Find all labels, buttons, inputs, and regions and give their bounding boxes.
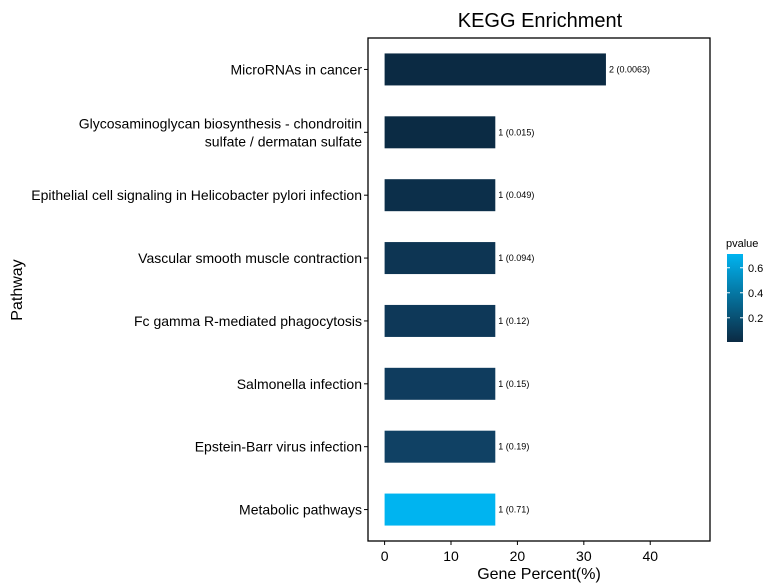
category-label-6: Salmonella infection [237,376,362,392]
bar-labels-layer: 2 (0.0063) 1 (0.015) 1 (0.049) 1 (0.094) 1 (… [498,64,650,514]
bar-6 [385,368,496,400]
bar-label-6: 1 (0.15) [498,379,529,389]
legend-title: pvalue [726,238,758,250]
bar-4 [385,242,496,274]
x-tick-label-40: 40 [642,548,658,564]
legend-colorbar [727,254,743,342]
legend-tick-label-1: 0.4 [748,288,763,300]
x-axis-title: Gene Percent(%) [477,566,601,583]
category-label-7: Epstein-Barr virus infection [195,439,362,455]
legend-tick-label-2: 0.6 [748,263,763,275]
x-tick-label-30: 30 [576,548,592,564]
bar-label-1: 2 (0.0063) [609,64,650,74]
bar-label-5: 1 (0.12) [498,316,529,326]
category-label-5: Fc gamma R-mediated phagocytosis [134,313,362,329]
bar-label-3: 1 (0.049) [498,190,534,200]
x-axis-ticks: 0 10 20 30 40 [381,541,659,564]
chart-title: KEGG Enrichment [458,10,623,32]
x-tick-label-20: 20 [510,548,526,564]
plot-panel [368,38,710,541]
bar-3 [385,179,496,211]
bar-2 [385,116,496,148]
bar-5 [385,305,496,337]
bar-label-2: 1 (0.015) [498,127,534,137]
y-axis-title: Pathway [9,259,26,320]
bars-layer [385,53,606,525]
bar-8 [385,494,496,526]
color-legend: pvalue 0.2 0.4 0.6 [726,238,763,342]
category-label-2-line-2: sulfate / dermatan sulfate [205,133,362,149]
x-tick-label-10: 10 [443,548,459,564]
bar-1 [385,53,606,85]
legend-tick-label-0: 0.2 [748,313,763,325]
category-label-1: MicroRNAs in cancer [231,61,363,77]
category-labels-layer: MicroRNAs in cancer Glycosaminoglycan bio… [31,61,362,517]
category-label-8: Metabolic pathways [239,502,362,518]
bar-7 [385,431,496,463]
x-tick-label-0: 0 [381,548,389,564]
category-label-4: Vascular smooth muscle contraction [138,250,362,266]
bar-label-7: 1 (0.19) [498,442,529,452]
bar-label-8: 1 (0.71) [498,505,529,515]
category-label-3: Epithelial cell signaling in Helicobacte… [31,187,362,203]
bar-label-4: 1 (0.094) [498,253,534,263]
category-label-2-line-1: Glycosaminoglycan biosynthesis - chondro… [79,115,362,131]
